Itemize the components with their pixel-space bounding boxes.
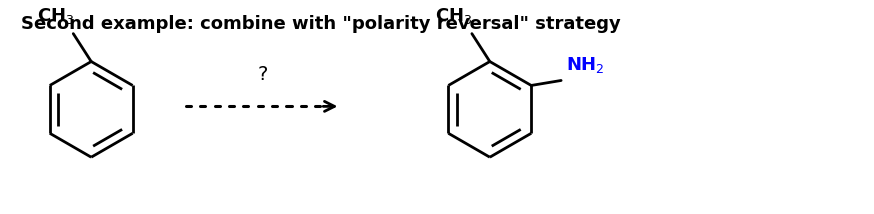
Text: NH$_2$: NH$_2$ [566, 55, 605, 76]
Text: ?: ? [258, 65, 268, 85]
Text: Second example: combine with "polarity reversal" strategy: Second example: combine with "polarity r… [22, 15, 621, 33]
Text: CH$_3$: CH$_3$ [37, 6, 74, 26]
Text: CH$_3$: CH$_3$ [435, 6, 473, 26]
